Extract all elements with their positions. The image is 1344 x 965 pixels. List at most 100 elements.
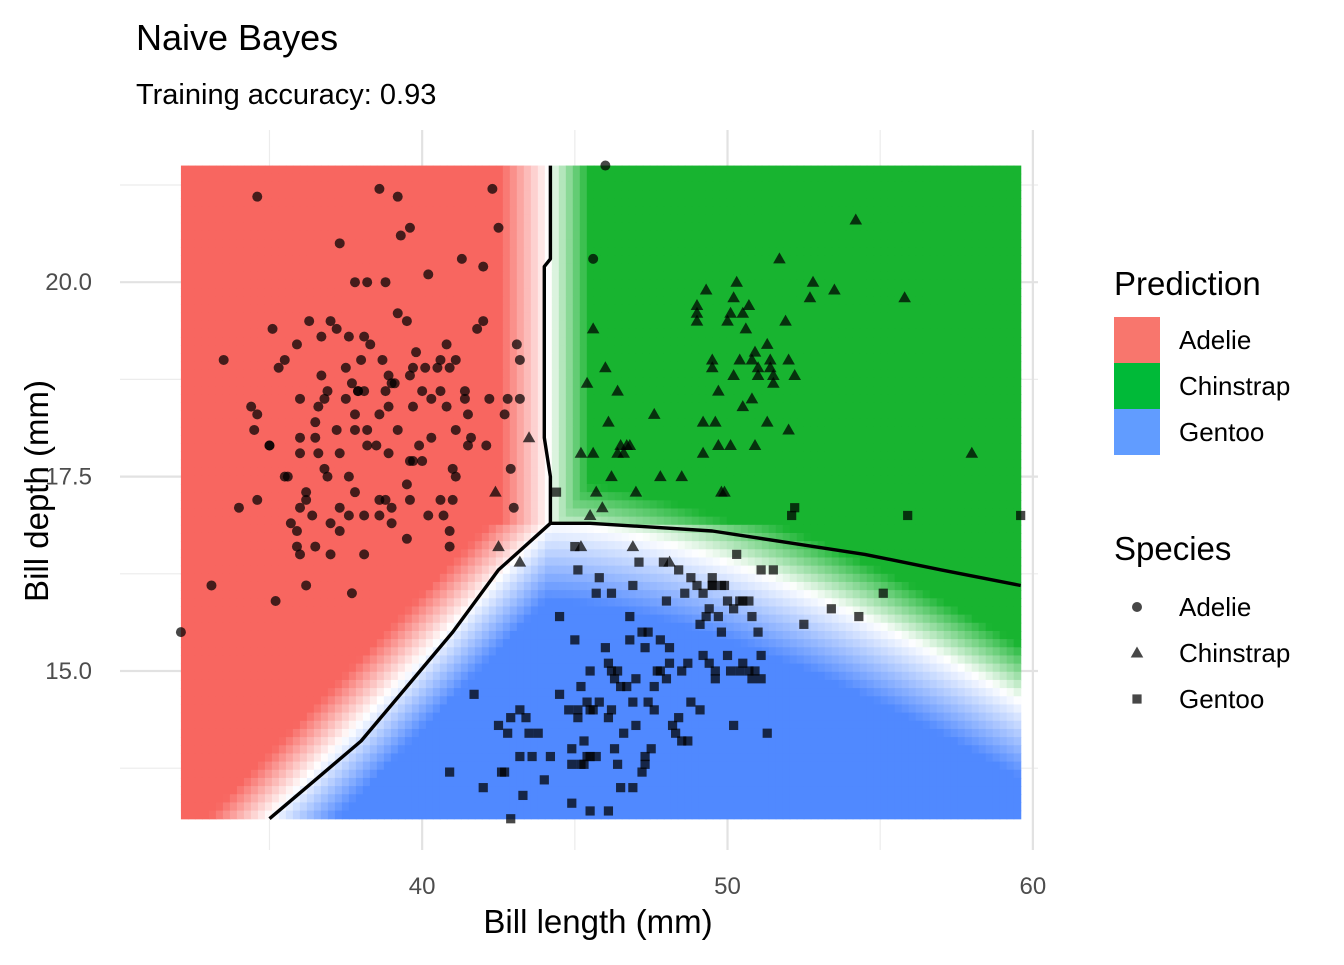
region-cell [937, 231, 945, 240]
region-cell [629, 427, 637, 436]
region-cell [223, 386, 231, 395]
region-cell [608, 427, 616, 436]
region-cell [972, 378, 980, 387]
region-cell [594, 345, 602, 354]
region-cell [916, 182, 924, 191]
region-cell [349, 451, 357, 460]
region-cell [1007, 402, 1015, 411]
region-cell [846, 329, 854, 338]
region-cell [881, 231, 889, 240]
region-cell [279, 288, 287, 297]
region-cell [993, 280, 1001, 289]
region-cell [426, 378, 434, 387]
region-cell [832, 239, 840, 248]
region-cell [244, 215, 252, 224]
region-cell [244, 370, 252, 379]
region-cell [895, 427, 903, 436]
region-cell [846, 451, 854, 460]
region-cell [293, 329, 301, 338]
region-cell [839, 239, 847, 248]
region-cell [181, 362, 189, 371]
region-cell [951, 321, 959, 330]
region-cell [468, 459, 476, 468]
region-cell [993, 394, 1001, 403]
region-cell [230, 231, 238, 240]
region-cell [265, 190, 273, 199]
region-cell [832, 362, 840, 371]
region-cell [517, 206, 525, 215]
region-cell [286, 370, 294, 379]
region-cell [195, 288, 203, 297]
region-cell [769, 492, 777, 501]
region-cell [342, 459, 350, 468]
region-cell [972, 313, 980, 322]
region-cell [300, 255, 308, 264]
region-cell [965, 272, 973, 281]
region-cell [804, 304, 812, 313]
region-cell [314, 255, 322, 264]
region-cell [937, 239, 945, 248]
region-cell [580, 255, 588, 264]
region-cell [1007, 329, 1015, 338]
region-cell [335, 296, 343, 305]
region-cell [930, 190, 938, 199]
region-cell [475, 215, 483, 224]
region-cell [342, 492, 350, 501]
region-cell [356, 402, 364, 411]
region-cell [965, 492, 973, 501]
region-cell [769, 329, 777, 338]
region-cell [531, 190, 539, 199]
region-cell [384, 198, 392, 207]
region-cell [272, 247, 280, 256]
region-cell [265, 239, 273, 248]
region-cell [972, 272, 980, 281]
region-cell [496, 215, 504, 224]
region-cell [370, 206, 378, 215]
region-cell [496, 427, 504, 436]
region-cell [419, 280, 427, 289]
region-cell [258, 378, 266, 387]
region-cell [818, 321, 826, 330]
region-cell [342, 411, 350, 420]
region-cell [741, 280, 749, 289]
region-cell [202, 476, 210, 485]
region-cell [1000, 190, 1008, 199]
region-cell [517, 288, 525, 297]
region-cell [804, 345, 812, 354]
region-cell [188, 362, 196, 371]
region-cell [181, 231, 189, 240]
region-cell [615, 288, 623, 297]
region-cell [335, 215, 343, 224]
region-cell [916, 190, 924, 199]
region-cell [496, 337, 504, 346]
region-cell [349, 435, 357, 444]
region-cell [251, 435, 259, 444]
region-cell [517, 296, 525, 305]
region-cell [979, 288, 987, 297]
region-cell [426, 239, 434, 248]
region-cell [755, 223, 763, 232]
region-cell [566, 419, 574, 428]
region-cell [202, 280, 210, 289]
region-cell [734, 190, 742, 199]
region-cell [314, 492, 322, 501]
region-cell [580, 337, 588, 346]
region-cell [671, 492, 679, 501]
region-cell [699, 362, 707, 371]
region-cell [293, 378, 301, 387]
region-cell [958, 166, 966, 175]
region-cell [363, 215, 371, 224]
region-cell [461, 370, 469, 379]
region-cell [335, 337, 343, 346]
region-cell [972, 492, 980, 501]
region-cell [727, 247, 735, 256]
region-cell [846, 166, 854, 175]
region-cell [811, 411, 819, 420]
region-cell [433, 313, 441, 322]
region-cell [580, 411, 588, 420]
region-cell [398, 223, 406, 232]
region-cell [867, 280, 875, 289]
region-cell [601, 345, 609, 354]
region-cell [986, 345, 994, 354]
region-cell [671, 190, 679, 199]
